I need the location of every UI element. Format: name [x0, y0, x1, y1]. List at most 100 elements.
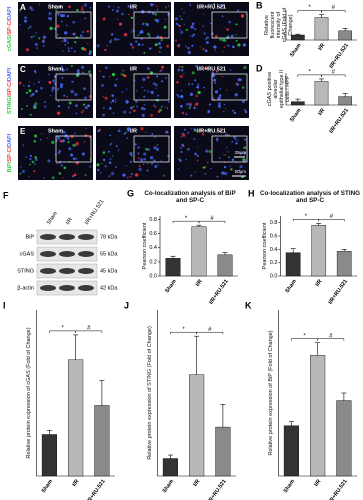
significance-mark: *: [182, 327, 185, 333]
cell-signal: [61, 65, 63, 68]
cell-signal: [245, 110, 248, 114]
cell-signal: [143, 89, 146, 92]
cell-signal: [193, 106, 196, 110]
cell-signal: [60, 83, 64, 87]
band-size: 55 kDa: [100, 251, 118, 257]
cell-signal: [62, 50, 64, 53]
cell-signal: [134, 79, 136, 81]
cell-signal: [96, 163, 100, 167]
cell-signal: [51, 90, 54, 92]
cell-signal: [160, 159, 162, 161]
cell-signal: [154, 105, 157, 108]
cell-signal: [137, 146, 140, 149]
cell-signal: [109, 143, 112, 146]
cell-signal: [139, 31, 142, 34]
cell-signal: [197, 83, 200, 86]
cell-signal: [60, 13, 64, 18]
cell-signal: [155, 147, 160, 152]
cell-signal: [237, 43, 241, 47]
cell-signal: [25, 156, 28, 158]
cell-signal: [25, 48, 29, 52]
cell-signal: [107, 150, 110, 153]
cell-signal: [185, 158, 188, 161]
cell-signal: [117, 38, 120, 41]
cell-signal: [240, 14, 245, 18]
cell-signal: [226, 89, 228, 91]
cell-signal: [75, 142, 79, 146]
cell-signal: [42, 35, 47, 39]
cell-signal: [109, 134, 112, 137]
cell-signal: [22, 144, 25, 146]
cell-signal: [179, 159, 182, 162]
cell-signal: [87, 104, 90, 108]
significance-bracket: [321, 74, 346, 77]
cell-signal: [224, 154, 227, 156]
cell-signal: [73, 173, 77, 177]
cell-signal: [141, 113, 145, 117]
cell-signal: [74, 41, 77, 44]
protein-label: β-actin: [17, 285, 34, 291]
x-tick-label: Sham: [162, 478, 176, 494]
cell-signal: [157, 164, 160, 166]
cell-signal: [121, 12, 124, 16]
cell-signal: [65, 134, 68, 137]
cell-signal: [165, 130, 169, 134]
y-axis-label: cGAS positive alveolar epithelial type I…: [267, 69, 291, 109]
cell-signal: [213, 45, 217, 49]
cell-signal: [29, 6, 33, 10]
cell-signal: [210, 167, 212, 170]
cell-signal: [112, 112, 115, 115]
cell-signal: [150, 113, 154, 117]
cell-signal: [140, 106, 145, 111]
cell-signal: [27, 27, 30, 30]
cell-signal: [223, 166, 227, 169]
panel-letter: J: [124, 300, 129, 310]
significance-mark: *: [308, 69, 311, 75]
cell-signal: [207, 128, 211, 132]
cell-signal: [126, 88, 128, 90]
cell-signal: [110, 142, 113, 145]
cell-signal: [137, 34, 140, 36]
cell-signal: [217, 102, 221, 106]
cell-signal: [71, 80, 74, 83]
cell-signal: [202, 48, 205, 51]
cell-signal: [226, 28, 229, 31]
cell-signal: [203, 32, 206, 35]
y-tick-label: 0.4: [149, 245, 157, 251]
cell-signal: [102, 151, 106, 154]
cell-signal: [34, 134, 38, 138]
cell-signal: [147, 90, 150, 93]
y-tick-label: 0.2: [270, 260, 278, 266]
cell-signal: [218, 94, 222, 97]
cell-signal: [128, 111, 132, 114]
bar: [311, 225, 327, 277]
blot-band: [78, 234, 94, 240]
cell-signal: [108, 40, 112, 44]
cell-signal: [233, 111, 237, 115]
cell-signal: [231, 158, 235, 162]
cell-signal: [88, 136, 92, 139]
cell-signal: [57, 104, 61, 108]
cell-signal: [215, 137, 219, 141]
cell-signal: [174, 39, 178, 42]
scale-bar-label: 25μm: [235, 150, 247, 155]
cell-signal: [66, 15, 70, 18]
cell-signal: [75, 157, 78, 160]
cell-signal: [129, 151, 133, 156]
cell-signal: [230, 34, 234, 38]
cell-signal: [193, 138, 196, 141]
cell-signal: [56, 111, 61, 115]
cell-signal: [34, 163, 36, 166]
panel-letter: E: [20, 127, 26, 136]
x-tick-label: Sham: [289, 107, 303, 123]
cell-signal: [49, 69, 51, 71]
cell-signal: [154, 136, 157, 138]
x-tick-label: I/R+RU.521: [328, 279, 349, 306]
x-tick-label: I/R: [195, 279, 204, 288]
cell-signal: [63, 166, 67, 170]
cell-signal: [195, 102, 199, 106]
cell-signal: [185, 102, 189, 106]
cell-signal: [222, 50, 224, 53]
x-tick-label: Sham: [164, 278, 178, 294]
cell-signal: [88, 70, 91, 73]
